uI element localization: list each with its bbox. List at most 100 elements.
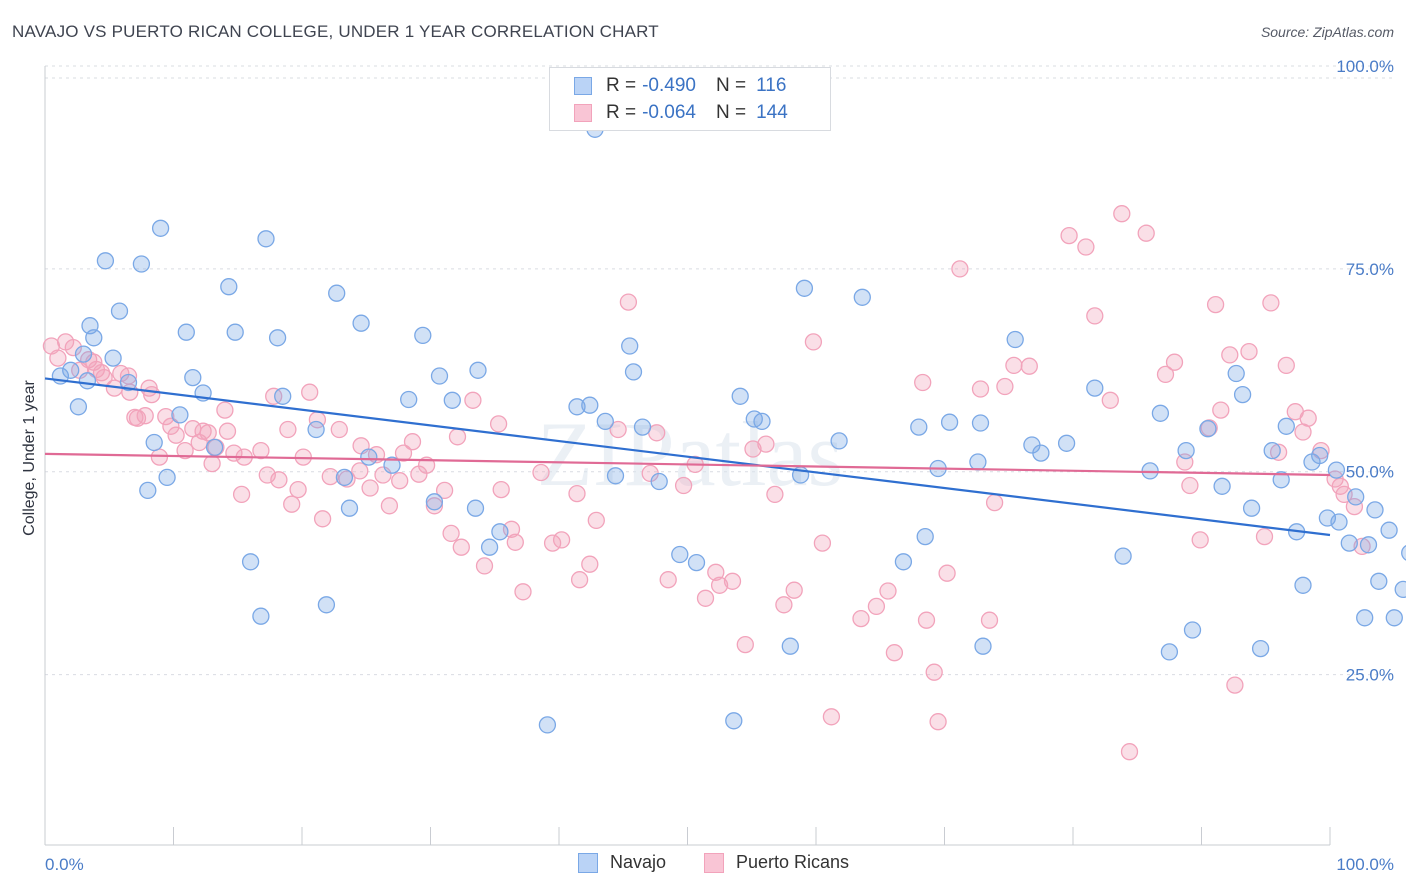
data-point <box>1113 205 1131 223</box>
data-point <box>268 329 287 347</box>
data-point <box>475 557 494 575</box>
y-axis-label: College, Under 1 year <box>21 380 38 536</box>
data-point <box>910 418 928 436</box>
data-point <box>723 572 742 590</box>
legend-r-value: -0.064 <box>642 102 696 123</box>
data-point <box>442 524 460 543</box>
data-point <box>757 435 775 453</box>
x-tick-label: 0.0% <box>45 855 84 874</box>
data-point <box>1160 643 1179 661</box>
data-point <box>940 413 959 431</box>
data-point <box>136 407 154 425</box>
data-point <box>425 497 444 515</box>
puerto-ricans-trend-line <box>44 452 1331 477</box>
chart-title: NAVAJO VS PUERTO RICAN COLLEGE, UNDER 1 … <box>12 22 659 41</box>
data-point <box>391 472 409 490</box>
data-point <box>1269 443 1288 461</box>
puerto-ricans-swatch <box>574 104 592 122</box>
data-point <box>1183 621 1202 639</box>
data-point <box>1251 639 1270 658</box>
data-point <box>980 611 999 629</box>
data-point <box>538 716 557 734</box>
data-point <box>1165 353 1184 371</box>
data-point <box>506 533 524 551</box>
data-point <box>1005 356 1023 375</box>
data-point <box>400 390 418 409</box>
data-point <box>671 545 689 564</box>
data-point <box>710 576 729 594</box>
data-point <box>587 511 605 530</box>
legend-n-value: 116 <box>756 75 787 96</box>
data-point <box>1340 534 1358 552</box>
data-point <box>443 391 461 409</box>
data-point <box>1101 391 1119 409</box>
data-point <box>916 527 934 546</box>
data-point <box>145 433 163 452</box>
data-point <box>241 553 260 571</box>
data-point <box>151 219 170 237</box>
data-point <box>1394 580 1406 599</box>
data-point <box>1330 513 1348 531</box>
data-point <box>335 468 354 487</box>
data-point <box>795 279 814 297</box>
bottom-legend-puerto-ricans: Puerto Ricans <box>704 852 849 873</box>
data-point <box>171 406 189 424</box>
navajo-swatch <box>574 77 592 95</box>
data-point <box>301 383 319 401</box>
data-point <box>85 329 103 347</box>
data-point <box>119 373 138 392</box>
data-point <box>199 424 217 442</box>
data-point <box>633 418 652 436</box>
data-point <box>1263 441 1281 460</box>
data-point <box>252 607 270 625</box>
data-point <box>492 480 510 499</box>
tick-labels: 25.0% 50.0% 75.0% 100.0% 0.0% 100.0% <box>45 57 1394 874</box>
data-point <box>1380 521 1398 539</box>
data-point <box>218 422 237 440</box>
data-point <box>822 708 841 726</box>
data-point <box>1114 547 1132 565</box>
data-point <box>1277 417 1295 435</box>
data-point <box>781 637 799 655</box>
data-point <box>1233 385 1252 404</box>
data-point <box>853 288 871 306</box>
y-tick-label: 75.0% <box>1346 260 1394 279</box>
data-point <box>532 463 550 482</box>
data-point <box>307 420 325 439</box>
data-point <box>157 407 175 426</box>
data-point <box>49 349 67 367</box>
bottom-legend-navajo: Navajo <box>578 852 666 873</box>
x-tick-label: 100.0% <box>1336 855 1394 874</box>
data-point <box>338 470 356 488</box>
data-point <box>1272 471 1290 489</box>
data-point <box>914 373 932 392</box>
data-point <box>736 635 754 654</box>
legend-row-navajo: R = -0.490 N = 116 <box>574 74 786 98</box>
data-point <box>1240 342 1258 361</box>
data-point <box>132 255 151 273</box>
data-point <box>543 534 562 552</box>
data-point <box>340 499 359 517</box>
data-point <box>1137 224 1155 242</box>
data-point <box>205 438 224 457</box>
data-point <box>257 230 275 248</box>
data-point <box>464 391 482 409</box>
data-point <box>469 361 487 379</box>
legend-r-label: R = <box>606 102 637 123</box>
data-point <box>1156 365 1175 384</box>
data-point <box>143 385 161 404</box>
data-point <box>917 611 936 629</box>
y-tick-label: 25.0% <box>1346 666 1394 685</box>
data-point <box>1077 238 1095 256</box>
data-point <box>879 582 897 600</box>
bottom-legend: Navajo Puerto Ricans <box>0 852 1406 876</box>
data-point <box>766 485 784 504</box>
data-point <box>985 493 1004 512</box>
puerto-ricans-points <box>42 205 1371 761</box>
data-point <box>220 278 238 296</box>
data-point <box>167 426 185 444</box>
data-point <box>104 349 122 367</box>
data-point <box>414 326 432 345</box>
data-point <box>184 368 202 387</box>
data-point <box>96 252 115 270</box>
